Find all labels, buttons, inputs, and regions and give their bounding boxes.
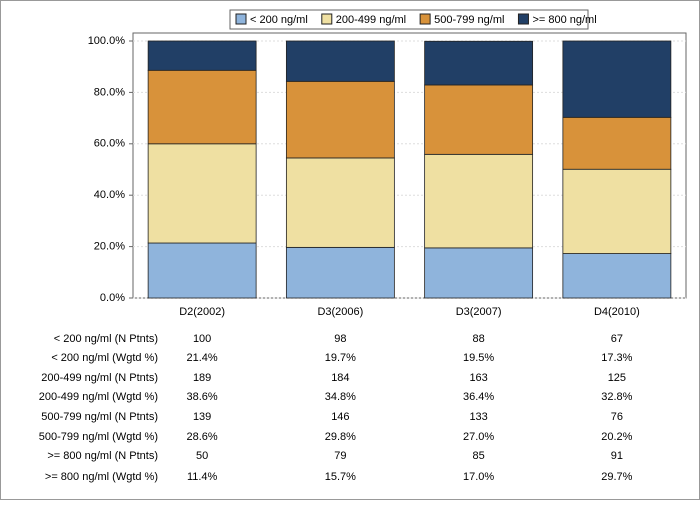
bar-segment xyxy=(285,40,395,82)
bar-segment xyxy=(562,116,672,170)
table-cell: 36.4% xyxy=(463,391,494,403)
x-tick-label: D3(2006) xyxy=(317,306,363,318)
bar-segment xyxy=(285,80,395,159)
table-cell: 32.8% xyxy=(601,391,632,403)
x-tick-label: D2(2002) xyxy=(179,306,225,318)
row-label: < 200 ng/ml (Wgtd %) xyxy=(51,352,158,364)
table-cell: 189 xyxy=(193,372,211,384)
legend-label: < 200 ng/ml xyxy=(250,14,308,26)
table-cell: 85 xyxy=(473,450,485,462)
y-tick-label: 60.0% xyxy=(94,138,125,150)
x-tick-label: D4(2010) xyxy=(594,306,640,318)
table-cell: 17.0% xyxy=(463,471,494,483)
bar-segment xyxy=(147,40,257,71)
legend-label: >= 800 ng/ml xyxy=(532,14,596,26)
legend-swatch xyxy=(235,13,247,25)
row-label: 200-499 ng/ml (Wgtd %) xyxy=(39,391,158,403)
y-tick-label: 100.0% xyxy=(88,35,126,47)
table-cell: 28.6% xyxy=(187,431,218,443)
bar-segment xyxy=(147,242,257,299)
legend-swatch xyxy=(517,13,529,25)
table-cell: 184 xyxy=(331,372,349,384)
table-cell: 19.5% xyxy=(463,352,494,364)
bar-segment xyxy=(285,157,395,248)
legend-label: 200-499 ng/ml xyxy=(336,14,406,26)
table-cell: 21.4% xyxy=(187,352,218,364)
bar-segment xyxy=(147,69,257,145)
bar-segment xyxy=(285,246,395,299)
table-cell: 27.0% xyxy=(463,431,494,443)
legend-swatch xyxy=(321,13,333,25)
table-cell: 125 xyxy=(608,372,626,384)
bar-segment xyxy=(424,153,534,249)
table-cell: 163 xyxy=(469,372,487,384)
table-cell: 29.7% xyxy=(601,471,632,483)
table-cell: 34.8% xyxy=(325,391,356,403)
bar-segment xyxy=(147,143,257,244)
table-cell: 100 xyxy=(193,333,211,345)
y-tick-label: 0.0% xyxy=(100,292,125,304)
legend-box xyxy=(229,9,589,30)
table-cell: 98 xyxy=(334,333,346,345)
row-label: >= 800 ng/ml (N Ptnts) xyxy=(47,450,158,462)
table-cell: 133 xyxy=(469,411,487,423)
bar-segment xyxy=(424,84,534,155)
table-cell: 29.8% xyxy=(325,431,356,443)
y-tick-label: 20.0% xyxy=(94,241,125,253)
legend-swatch xyxy=(419,13,431,25)
bar-segment xyxy=(562,253,672,299)
table-cell: 91 xyxy=(611,450,623,462)
bar-segment xyxy=(424,40,534,86)
legend-label: 500-799 ng/ml xyxy=(434,14,504,26)
bar-segment xyxy=(424,247,534,299)
bar-segment xyxy=(562,40,672,118)
table-cell: 139 xyxy=(193,411,211,423)
table-cell: 17.3% xyxy=(601,352,632,364)
row-label: >= 800 ng/ml (Wgtd %) xyxy=(45,471,158,483)
table-cell: 20.2% xyxy=(601,431,632,443)
table-cell: 38.6% xyxy=(187,391,218,403)
table-cell: 79 xyxy=(334,450,346,462)
table-cell: 50 xyxy=(196,450,208,462)
table-cell: 88 xyxy=(473,333,485,345)
row-label: 200-499 ng/ml (N Ptnts) xyxy=(41,372,158,384)
y-tick-label: 40.0% xyxy=(94,189,125,201)
table-cell: 67 xyxy=(611,333,623,345)
table-cell: 15.7% xyxy=(325,471,356,483)
row-label: 500-799 ng/ml (N Ptnts) xyxy=(41,411,158,423)
table-cell: 76 xyxy=(611,411,623,423)
table-cell: 11.4% xyxy=(187,471,218,483)
x-tick-label: D3(2007) xyxy=(456,306,502,318)
row-label: < 200 ng/ml (N Ptnts) xyxy=(54,333,158,345)
y-tick-label: 80.0% xyxy=(94,86,125,98)
table-cell: 19.7% xyxy=(325,352,356,364)
row-label: 500-799 ng/ml (Wgtd %) xyxy=(39,431,158,443)
bar-segment xyxy=(562,168,672,254)
table-cell: 146 xyxy=(331,411,349,423)
